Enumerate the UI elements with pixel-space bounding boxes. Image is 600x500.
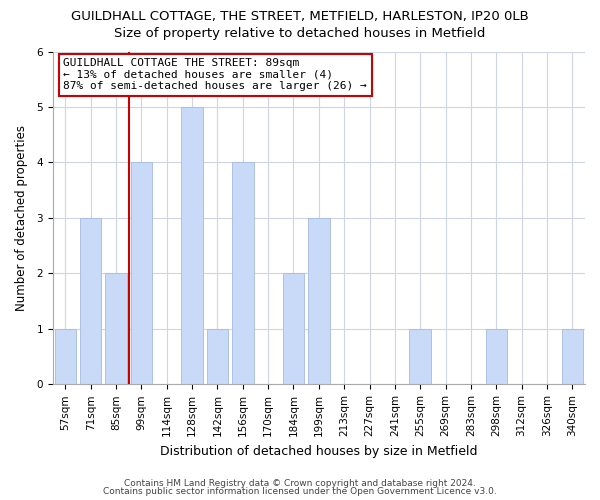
Bar — [409, 329, 431, 384]
Text: GUILDHALL COTTAGE THE STREET: 89sqm
← 13% of detached houses are smaller (4)
87%: GUILDHALL COTTAGE THE STREET: 89sqm ← 13… — [64, 58, 367, 92]
Text: GUILDHALL COTTAGE, THE STREET, METFIELD, HARLESTON, IP20 0LB: GUILDHALL COTTAGE, THE STREET, METFIELD,… — [71, 10, 529, 23]
Bar — [308, 218, 329, 384]
Text: Contains HM Land Registry data © Crown copyright and database right 2024.: Contains HM Land Registry data © Crown c… — [124, 478, 476, 488]
Bar — [206, 329, 228, 384]
X-axis label: Distribution of detached houses by size in Metfield: Distribution of detached houses by size … — [160, 444, 478, 458]
Text: Size of property relative to detached houses in Metfield: Size of property relative to detached ho… — [115, 28, 485, 40]
Bar — [562, 329, 583, 384]
Bar — [485, 329, 507, 384]
Bar — [283, 274, 304, 384]
Bar — [181, 107, 203, 384]
Bar — [55, 329, 76, 384]
Y-axis label: Number of detached properties: Number of detached properties — [15, 125, 28, 311]
Text: Contains public sector information licensed under the Open Government Licence v3: Contains public sector information licen… — [103, 487, 497, 496]
Bar — [105, 274, 127, 384]
Bar — [131, 162, 152, 384]
Bar — [80, 218, 101, 384]
Bar — [232, 162, 254, 384]
